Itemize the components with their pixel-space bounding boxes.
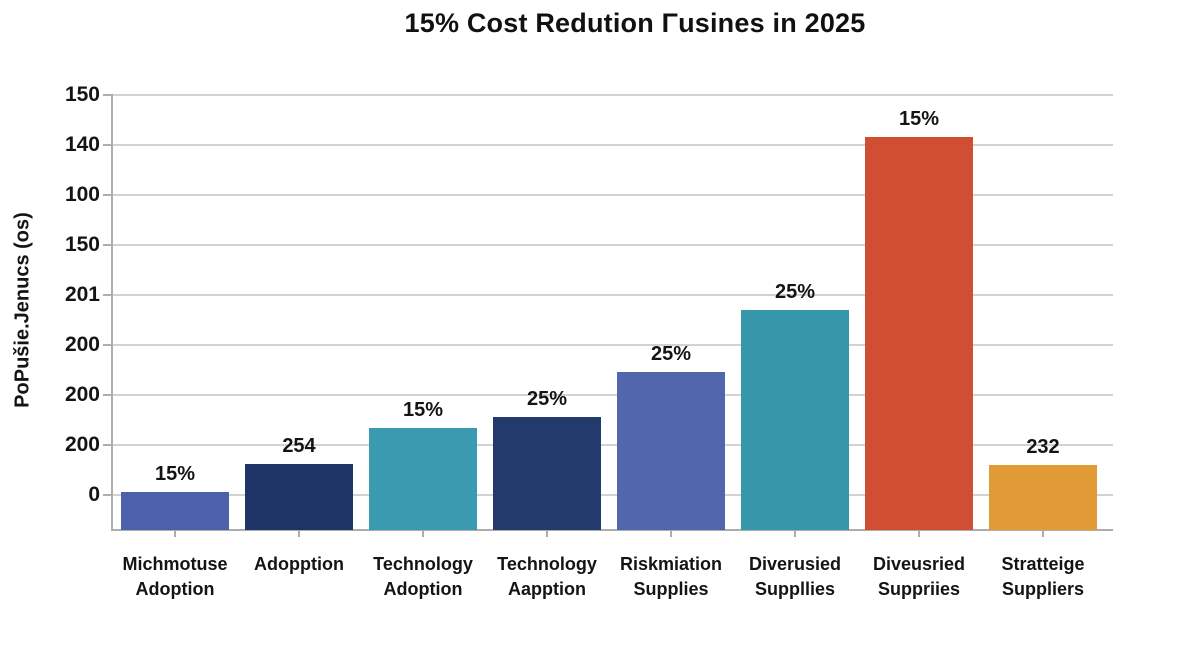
x-tick-label-line: Michmotuse bbox=[122, 554, 228, 574]
x-tick-label: Adopption bbox=[219, 552, 379, 577]
gridline bbox=[112, 294, 1113, 296]
x-tick-label: Riskmiation Supplies bbox=[591, 552, 751, 602]
gridline bbox=[112, 444, 1113, 446]
x-tick-label: Diveusried Suppriies bbox=[839, 552, 999, 602]
x-axis-line bbox=[111, 529, 1113, 531]
y-tick-label: 150 bbox=[64, 83, 100, 106]
x-tick-label-line: Suppliers bbox=[1001, 579, 1085, 599]
y-tick-mark bbox=[103, 494, 112, 496]
bar-value-label: 254 bbox=[282, 435, 316, 457]
bar-value-label: 25% bbox=[650, 343, 692, 365]
y-tick-mark bbox=[103, 244, 112, 246]
x-tick-label-line: Adopption bbox=[254, 554, 344, 574]
x-tick-label-line: Riskmiation bbox=[619, 554, 723, 574]
y-tick-mark bbox=[103, 144, 112, 146]
y-tick-mark bbox=[103, 394, 112, 396]
bar-value-label: 25% bbox=[774, 281, 816, 303]
x-tick-label-line: Adoption bbox=[135, 579, 215, 599]
chart-title: 15% Cost Redution Γusines in 2025 bbox=[404, 8, 866, 38]
x-tick-label-line: Diverusied bbox=[748, 554, 842, 574]
x-tick-label: Technology Aapption bbox=[467, 552, 627, 602]
x-tick-mark bbox=[546, 531, 548, 537]
x-tick-label-line: Technology bbox=[497, 554, 597, 574]
y-tick-label: 0 bbox=[88, 483, 100, 506]
bar-6 bbox=[741, 310, 849, 530]
x-tick-mark bbox=[1042, 531, 1044, 537]
y-tick-label: 200 bbox=[64, 433, 100, 456]
gridline bbox=[112, 494, 1113, 496]
bar-value-label: 15% bbox=[402, 399, 444, 421]
y-axis-line bbox=[111, 94, 113, 531]
y-tick-label: 100 bbox=[64, 183, 100, 206]
bar-2 bbox=[245, 464, 353, 530]
gridline bbox=[112, 144, 1113, 146]
bar-value-label: 15% bbox=[898, 108, 940, 130]
x-tick-label-line: Stratteige bbox=[1001, 554, 1085, 574]
y-tick-mark bbox=[103, 94, 112, 96]
y-tick-mark bbox=[103, 294, 112, 296]
gridline bbox=[112, 344, 1113, 346]
bar-value-label: 15% bbox=[154, 463, 196, 485]
x-tick-label-line: Supplies bbox=[633, 579, 709, 599]
x-tick-label-line: Technology bbox=[373, 554, 473, 574]
bar-5 bbox=[617, 372, 725, 530]
x-tick-label: Michmotuse Adoption bbox=[95, 552, 255, 602]
x-tick-mark bbox=[918, 531, 920, 537]
y-tick-label: 200 bbox=[64, 383, 100, 406]
x-tick-label: Technology Adoption bbox=[343, 552, 503, 602]
x-tick-label-line: Suppriies bbox=[877, 579, 961, 599]
x-tick-label: Diverusied Suppllies bbox=[715, 552, 875, 602]
bar-value-label: 25% bbox=[526, 388, 568, 410]
y-tick-label: 200 bbox=[64, 333, 100, 356]
bar-7 bbox=[865, 137, 973, 530]
x-tick-mark bbox=[298, 531, 300, 537]
y-tick-label: 201 bbox=[64, 283, 100, 306]
y-tick-mark bbox=[103, 344, 112, 346]
bar-4 bbox=[493, 417, 601, 530]
y-tick-label: 140 bbox=[64, 133, 100, 156]
gridline bbox=[112, 244, 1113, 246]
x-tick-mark bbox=[174, 531, 176, 537]
bar-1 bbox=[121, 492, 229, 530]
bar-8 bbox=[989, 465, 1097, 530]
gridline bbox=[112, 394, 1113, 396]
x-tick-mark bbox=[794, 531, 796, 537]
gridline bbox=[112, 94, 1113, 96]
gridline bbox=[112, 194, 1113, 196]
y-tick-mark bbox=[103, 194, 112, 196]
x-tick-label-line: Suppllies bbox=[754, 579, 835, 599]
x-tick-label-line: Diveusried bbox=[872, 554, 966, 574]
x-tick-mark bbox=[670, 531, 672, 537]
bar-value-label: 232 bbox=[1026, 436, 1060, 458]
bar-3 bbox=[369, 428, 477, 530]
x-tick-label-line: Adoption bbox=[383, 579, 463, 599]
x-tick-label: Stratteige Suppliers bbox=[963, 552, 1123, 602]
y-tick-label: 150 bbox=[64, 233, 100, 256]
x-tick-mark bbox=[422, 531, 424, 537]
y-tick-mark bbox=[103, 444, 112, 446]
x-tick-label-line: Aapption bbox=[508, 579, 586, 599]
